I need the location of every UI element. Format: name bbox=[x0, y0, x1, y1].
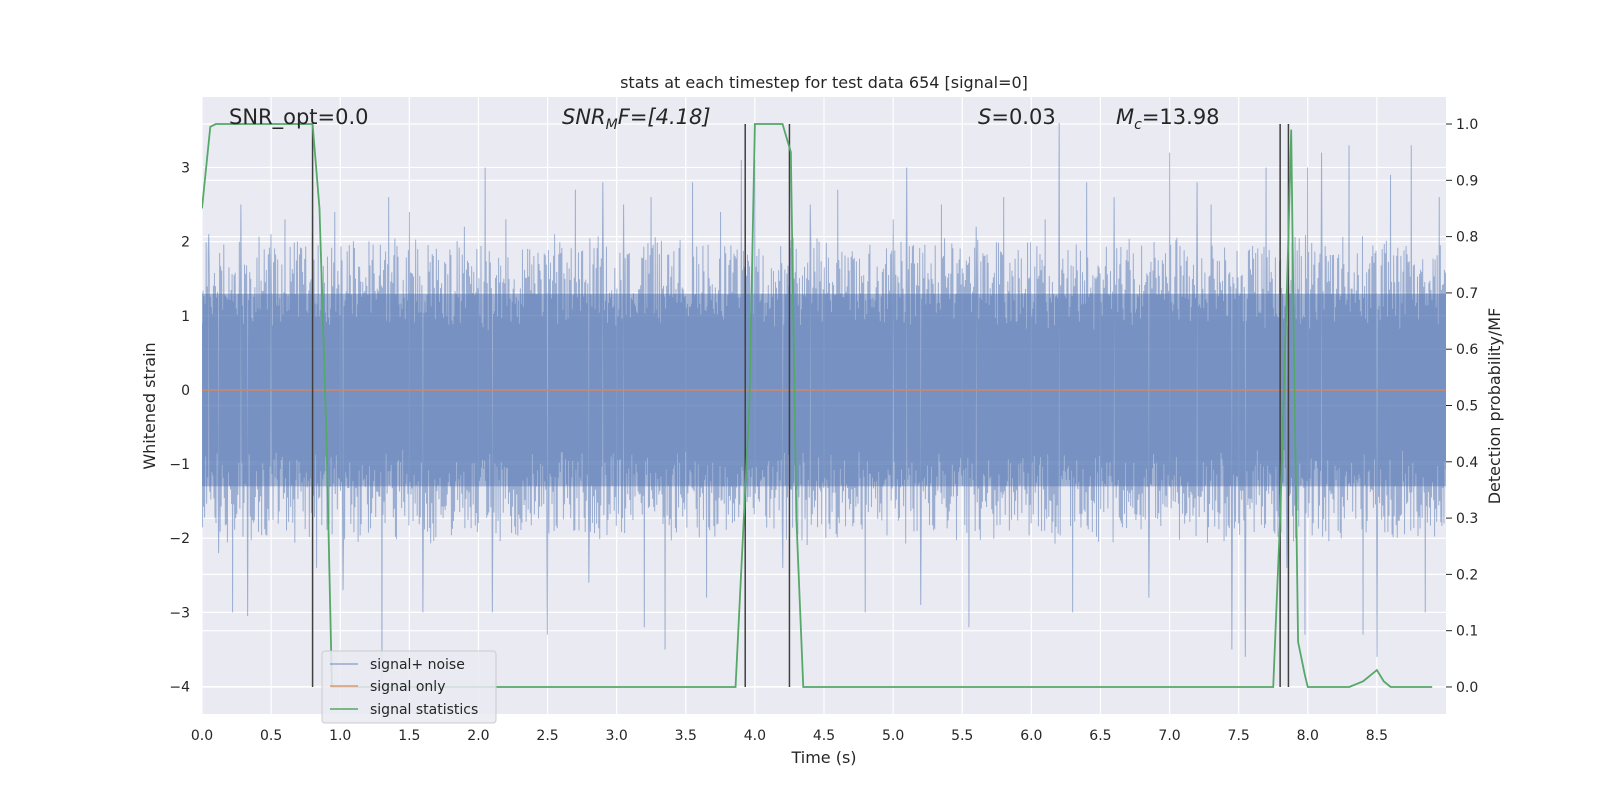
legend: signal+ noise signal only signal statist… bbox=[321, 650, 497, 724]
y-tick-label-5: −2 bbox=[169, 531, 190, 547]
x-tick-label-16: 8.0 bbox=[1297, 728, 1319, 744]
y2-axis-label: Detection probability/MF bbox=[1485, 308, 1504, 505]
x-tick-label-4: 2.0 bbox=[467, 728, 489, 744]
x-tick-label-2: 1.0 bbox=[329, 728, 351, 744]
legend-label-signal-statistics: signal statistics bbox=[370, 702, 478, 718]
annotation-snr-mf: SNRMF=[4.18] bbox=[562, 105, 711, 133]
x-tick-label-13: 6.5 bbox=[1089, 728, 1111, 744]
signal-noise-line bbox=[202, 122, 1446, 680]
y-tick-label-3: 0 bbox=[181, 383, 190, 399]
y2-tick-label-8: 0.2 bbox=[1456, 567, 1478, 583]
x-tick-label-3: 1.5 bbox=[398, 728, 420, 744]
x-tick-label-11: 5.5 bbox=[951, 728, 973, 744]
y-tick-label-7: −4 bbox=[169, 680, 190, 696]
annotation-mc: Mc=13.98 bbox=[1116, 105, 1220, 133]
annotation-s-value: =0.03 bbox=[991, 105, 1055, 129]
x-tick-label-8: 4.0 bbox=[744, 728, 766, 744]
chart-title: stats at each timestep for test data 654… bbox=[620, 73, 1028, 92]
y2-ticks: 1.0 0.9 0.8 0.7 0.6 0.5 0.4 0.3 0.2 0.1 0.0 bbox=[1446, 117, 1478, 696]
annotation-s-main: S bbox=[978, 105, 991, 129]
y2-tick-label-2: 0.8 bbox=[1456, 230, 1478, 246]
y-tick-label-1: 2 bbox=[181, 235, 190, 251]
y-tick-label-2: 1 bbox=[181, 309, 190, 325]
x-tick-label-15: 7.5 bbox=[1228, 728, 1250, 744]
x-tick-label-17: 8.5 bbox=[1366, 728, 1388, 744]
legend-label-signal-only: signal only bbox=[370, 679, 445, 695]
y-tick-label-0: 3 bbox=[181, 160, 190, 176]
x-tick-label-9: 4.5 bbox=[813, 728, 835, 744]
y2-tick-label-6: 0.4 bbox=[1456, 455, 1478, 471]
x-tick-label-12: 6.0 bbox=[1020, 728, 1042, 744]
x-tick-label-7: 3.5 bbox=[675, 728, 697, 744]
y2-tick-label-5: 0.5 bbox=[1456, 399, 1478, 415]
x-ticks: 0.0 0.5 1.0 1.5 2.0 2.5 3.0 3.5 4.0 4.5 5.0 5.5 6.0 6… bbox=[191, 728, 1388, 744]
x-tick-label-10: 5.0 bbox=[882, 728, 904, 744]
y2-tick-label-10: 0.0 bbox=[1456, 680, 1478, 696]
y2-tick-label-7: 0.3 bbox=[1456, 511, 1478, 527]
y-tick-label-6: −3 bbox=[169, 605, 190, 621]
x-tick-label-5: 2.5 bbox=[536, 728, 558, 744]
annotation-mc-value: =13.98 bbox=[1142, 105, 1220, 129]
x-tick-label-14: 7.0 bbox=[1158, 728, 1180, 744]
y2-tick-label-4: 0.6 bbox=[1456, 342, 1478, 358]
y-axis-label: Whitened strain bbox=[140, 342, 159, 469]
y-tick-label-4: −1 bbox=[169, 457, 190, 473]
x-tick-label-1: 0.5 bbox=[260, 728, 282, 744]
y2-tick-label-3: 0.7 bbox=[1456, 286, 1478, 302]
annotation-mc-main: M bbox=[1116, 105, 1134, 129]
annotation-s: S=0.03 bbox=[978, 105, 1056, 129]
legend-box bbox=[321, 650, 497, 724]
signal-statistics-line bbox=[202, 123, 1433, 688]
annotation-snr-mf-sub: M bbox=[606, 117, 618, 133]
x-axis-label: Time (s) bbox=[790, 748, 856, 767]
legend-label-signal-noise: signal+ noise bbox=[370, 657, 465, 673]
y2-tick-label-1: 0.9 bbox=[1456, 173, 1478, 189]
annotation-snr-opt: SNR_opt=0.0 bbox=[229, 105, 369, 130]
y2-tick-label-0: 1.0 bbox=[1456, 117, 1478, 133]
annotation-mc-sub: c bbox=[1134, 117, 1142, 133]
x-tick-label-0: 0.0 bbox=[191, 728, 213, 744]
x-tick-label-6: 3.0 bbox=[606, 728, 628, 744]
annotation-snr-mf-f: F=[4.18] bbox=[618, 105, 711, 129]
series-signal-statistics bbox=[202, 123, 1433, 688]
y-ticks: 3 2 1 0 −1 −2 −3 −4 bbox=[169, 160, 190, 695]
y2-tick-label-9: 0.1 bbox=[1456, 624, 1478, 640]
annotation-snr-mf-main: SNR bbox=[562, 105, 606, 129]
